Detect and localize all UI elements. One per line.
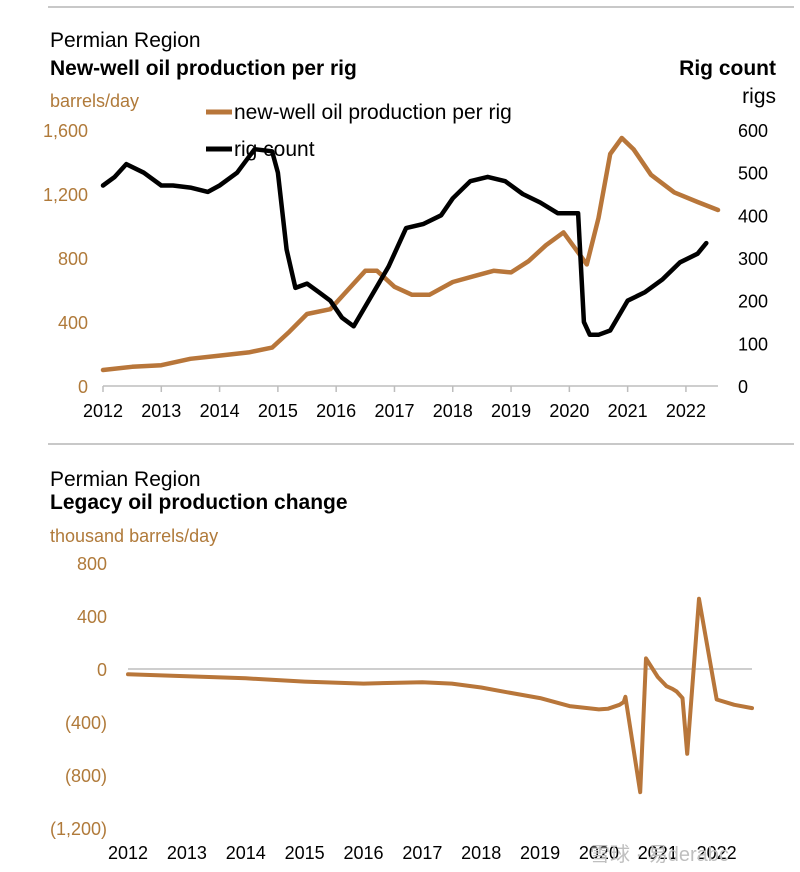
chart2-x-tick-label: 2022	[697, 843, 737, 863]
chart1-x-tick-label: 2022	[666, 401, 706, 421]
chart2-x-tick-label: 2017	[402, 843, 442, 863]
chart2-x-tick-label: 2012	[108, 843, 148, 863]
chart2-x-tick-label: 2019	[520, 843, 560, 863]
chart1-x-tick-label: 2017	[374, 401, 414, 421]
chart2-x-tick-label: 2021	[638, 843, 678, 863]
chart2-x-tick-label: 2018	[461, 843, 501, 863]
chart2-ylabel: thousand barrels/day	[50, 526, 219, 546]
chart1-y2label: rigs	[742, 85, 776, 108]
chart1-yright-tick-label: 400	[738, 206, 768, 226]
chart1-x-tick-label: 2016	[316, 401, 356, 421]
chart2-y-tick-label: (400)	[65, 713, 107, 733]
chart1-x-tick-label: 2013	[141, 401, 181, 421]
chart1-yleft-tick-label: 0	[78, 377, 88, 397]
chart1-yright-tick-label: 500	[738, 164, 768, 184]
chart1-yleft-tick-label: 1,200	[43, 185, 88, 205]
chart1-x-tick-label: 2020	[549, 401, 589, 421]
chart1-ylabel: barrels/day	[50, 91, 140, 111]
chart2-x-tick-label: 2015	[285, 843, 325, 863]
chart2-x-tick-label: 2020	[579, 843, 619, 863]
chart2-x-tick-label: 2014	[226, 843, 266, 863]
chart1-x-tick-label: 2018	[433, 401, 473, 421]
chart2-title: Legacy oil production change	[50, 491, 348, 514]
chart2-x-tick-label: 2013	[167, 843, 207, 863]
mid-rule	[48, 443, 794, 445]
chart1-yleft-tick-label: 800	[58, 249, 88, 269]
chart2-x-tick-label: 2016	[343, 843, 383, 863]
chart2-supertitle: Permian Region	[50, 468, 201, 491]
chart1-yleft-tick-label: 1,600	[43, 121, 88, 141]
chart2-y-tick-label: (800)	[65, 766, 107, 786]
chart1-yright-tick-label: 0	[738, 377, 748, 397]
chart1-series-rigcount-line	[100, 146, 709, 338]
chart2-y-tick-label: 800	[77, 554, 107, 574]
watermark: 雪球 · 易derabc	[590, 844, 729, 866]
legend-label-rigcount: rig count	[234, 138, 315, 161]
chart1-x-tick-label: 2015	[258, 401, 298, 421]
chart2-y-tick-label: (1,200)	[50, 819, 107, 839]
chart1-yright-tick-label: 100	[738, 334, 768, 354]
top-rule	[48, 6, 794, 8]
chart1-yright-tick-label: 600	[738, 121, 768, 141]
chart1-yleft-tick-label: 400	[58, 313, 88, 333]
chart1-x-tick-label: 2014	[200, 401, 240, 421]
chart1-x-tick-label: 2019	[491, 401, 531, 421]
chart1-yright-tick-label: 300	[738, 249, 768, 269]
chart2-y-tick-label: 400	[77, 607, 107, 627]
chart1-series-production-line	[100, 135, 721, 373]
chart2-series-legacy-line	[126, 596, 754, 795]
chart1-x-tick-label: 2021	[608, 401, 648, 421]
chart2-y-tick-label: 0	[97, 660, 107, 680]
chart1-x-tick-label: 2012	[83, 401, 123, 421]
legend-label-production: new-well oil production per rig	[234, 101, 512, 124]
chart1-title: New-well oil production per rig	[50, 57, 357, 80]
chart1-supertitle: Permian Region	[50, 29, 201, 52]
chart1-yright-tick-label: 200	[738, 292, 768, 312]
chart1-y2title: Rig count	[679, 57, 776, 80]
